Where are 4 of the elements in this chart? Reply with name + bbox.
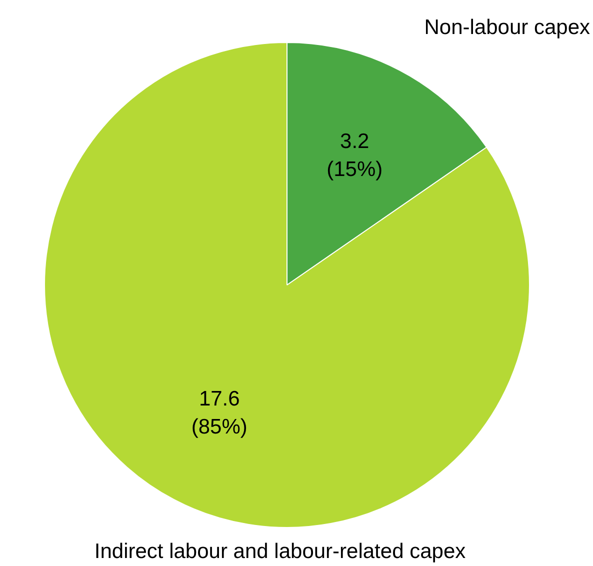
data-label: 3.2 (15%) <box>326 130 383 181</box>
slice-label: Indirect labour and labour-related capex <box>94 540 466 563</box>
slice-label: Non-labour capex <box>424 16 590 39</box>
data-label: 17.6 (85%) <box>191 388 248 439</box>
